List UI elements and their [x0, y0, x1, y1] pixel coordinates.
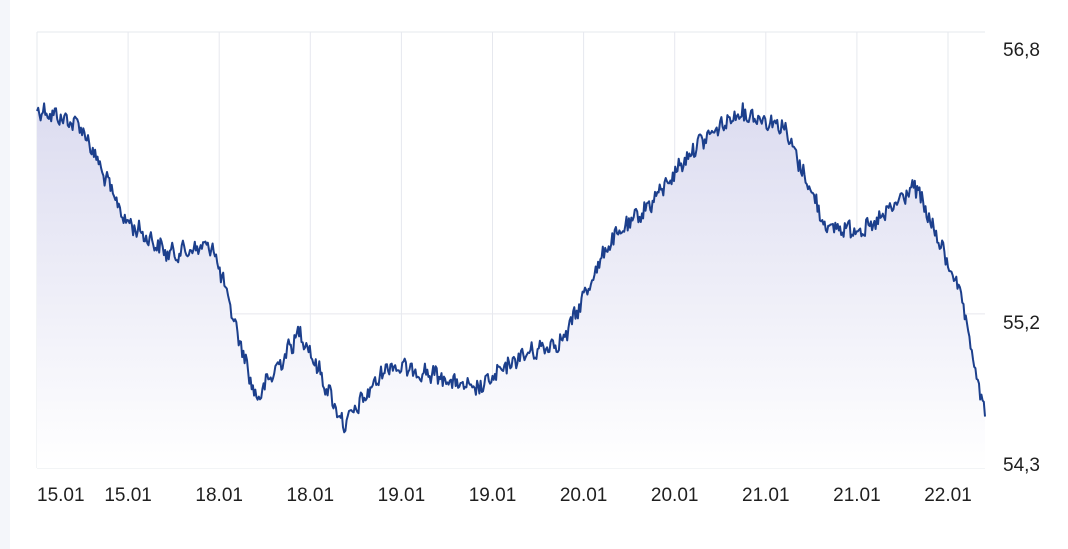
x-tick-label: 21.01	[833, 485, 881, 506]
y-axis-labels: 56,8 55,2 54,3	[1003, 40, 1040, 476]
y-tick-label: 55,2	[1003, 313, 1040, 334]
x-tick-label: 21.01	[742, 485, 790, 506]
x-tick-label: 15.01	[37, 485, 85, 506]
x-tick-label: 22.01	[924, 485, 972, 506]
x-tick-label: 20.01	[560, 485, 608, 506]
left-panel-strip	[0, 0, 10, 549]
y-tick-label: 56,8	[1003, 40, 1040, 61]
x-tick-label: 19.01	[469, 485, 517, 506]
x-tick-label: 15.01	[104, 485, 152, 506]
x-tick-label: 18.01	[287, 485, 335, 506]
x-tick-label: 19.01	[378, 485, 426, 506]
y-tick-label: 54,3	[1003, 455, 1040, 476]
x-tick-label: 20.01	[651, 485, 699, 506]
price-area-fill	[37, 103, 985, 468]
x-axis-labels: 15.01 15.01 18.01 18.01 19.01 19.01 20.01 20.01…	[37, 485, 972, 506]
x-tick-label: 18.01	[195, 485, 243, 506]
price-series-line	[36, 102, 986, 434]
